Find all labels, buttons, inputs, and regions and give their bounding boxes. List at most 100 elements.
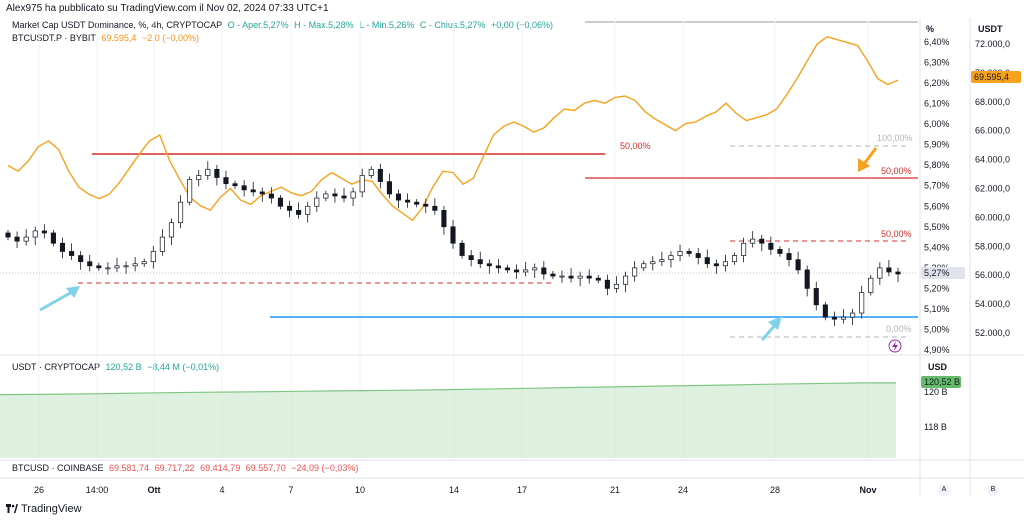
candle[interactable]	[268, 187, 274, 204]
candle[interactable]	[586, 269, 592, 284]
candle[interactable]	[668, 251, 674, 268]
time-axis[interactable]: 26 14:00 Ott 4 7 10 14 17 21 24 28 Nov	[34, 485, 877, 495]
candle[interactable]	[713, 259, 719, 274]
candle[interactable]	[650, 256, 656, 271]
candle[interactable]	[332, 188, 338, 203]
candle[interactable]	[559, 270, 565, 283]
candle[interactable]	[514, 264, 520, 279]
candle[interactable]	[5, 229, 11, 241]
candle[interactable]	[486, 259, 492, 274]
candle[interactable]	[341, 187, 347, 203]
candle[interactable]	[432, 198, 438, 215]
pct-axis[interactable]: 6,40% 6,30% 6,20% 6,10% 6,00% 5,90% 5,80% 5,70%…	[924, 37, 950, 355]
candle[interactable]	[468, 250, 474, 267]
usdt-area-line[interactable]	[0, 382, 896, 396]
candle[interactable]	[477, 251, 483, 269]
candle[interactable]	[495, 259, 501, 274]
candle[interactable]	[786, 247, 792, 267]
candle[interactable]	[632, 261, 638, 282]
candle[interactable]	[659, 251, 665, 267]
candle[interactable]	[23, 229, 29, 246]
candle[interactable]	[405, 193, 411, 208]
candle[interactable]	[831, 311, 837, 326]
candle[interactable]	[604, 274, 610, 296]
candle[interactable]	[750, 231, 756, 248]
candle[interactable]	[550, 270, 556, 280]
candle[interactable]	[504, 264, 511, 273]
candle[interactable]	[14, 231, 20, 248]
candle[interactable]	[178, 195, 184, 229]
candle[interactable]	[532, 263, 538, 278]
candle[interactable]	[196, 169, 202, 187]
candle[interactable]	[523, 261, 529, 277]
candle[interactable]	[414, 199, 420, 208]
candle[interactable]	[822, 301, 828, 321]
candle[interactable]	[223, 170, 229, 190]
candle[interactable]	[350, 187, 356, 207]
candle[interactable]	[359, 168, 365, 198]
candle[interactable]	[695, 247, 701, 265]
candle[interactable]	[777, 246, 783, 257]
candle[interactable]	[840, 309, 847, 324]
candle[interactable]	[795, 251, 801, 275]
candle[interactable]	[623, 271, 629, 293]
candle[interactable]	[132, 256, 138, 272]
candle[interactable]	[87, 254, 93, 272]
candle[interactable]	[722, 254, 728, 272]
candle[interactable]	[168, 218, 175, 246]
candle[interactable]	[159, 229, 165, 256]
candle[interactable]	[595, 275, 601, 284]
candle[interactable]	[423, 198, 429, 214]
candle[interactable]	[686, 248, 692, 257]
candle[interactable]	[78, 251, 84, 270]
candle[interactable]	[577, 271, 583, 287]
candle[interactable]	[141, 258, 147, 267]
candle[interactable]	[105, 262, 111, 275]
candle[interactable]	[895, 267, 901, 283]
candle[interactable]	[759, 234, 765, 252]
candle[interactable]	[187, 176, 193, 206]
candle[interactable]	[50, 229, 56, 247]
usdt-axis[interactable]: 72.000,070.000,068.000,066.000,064.000,0…	[975, 39, 1010, 338]
candle[interactable]	[368, 166, 374, 179]
candle[interactable]	[314, 191, 320, 212]
candle[interactable]	[568, 268, 574, 283]
candle[interactable]	[250, 181, 256, 197]
candle[interactable]	[804, 265, 810, 297]
arrow-orange-icon[interactable]	[858, 147, 878, 172]
candle[interactable]	[123, 261, 129, 274]
dominance-candles[interactable]	[5, 161, 901, 326]
arrow-left-icon[interactable]	[39, 286, 80, 312]
candle[interactable]	[741, 237, 747, 263]
candle[interactable]	[386, 173, 392, 199]
candle[interactable]	[232, 180, 238, 189]
candle[interactable]	[395, 189, 402, 209]
candle[interactable]	[323, 190, 329, 202]
candle[interactable]	[850, 308, 856, 326]
candle[interactable]	[731, 252, 738, 265]
candle[interactable]	[377, 163, 383, 189]
usd-axis[interactable]: 120 B 118 B	[924, 387, 948, 432]
candle[interactable]	[441, 206, 447, 235]
candle[interactable]	[459, 240, 465, 259]
candle[interactable]	[59, 237, 66, 259]
candle[interactable]	[259, 187, 265, 202]
candle[interactable]	[41, 224, 47, 239]
lightning-icon[interactable]	[888, 339, 902, 353]
candle[interactable]	[205, 161, 211, 180]
candle[interactable]	[96, 262, 102, 271]
candle[interactable]	[114, 257, 120, 273]
btcusdt-series-line[interactable]	[7, 36, 899, 222]
candle[interactable]	[241, 180, 247, 197]
candle[interactable]	[877, 262, 883, 285]
candle[interactable]	[886, 259, 892, 277]
candle[interactable]	[641, 260, 647, 271]
arrow-bottom-icon[interactable]	[760, 316, 782, 341]
candle[interactable]	[305, 201, 311, 223]
candle[interactable]	[704, 249, 710, 269]
candle[interactable]	[613, 276, 620, 293]
candle[interactable]	[868, 275, 874, 296]
candle[interactable]	[296, 202, 302, 219]
auto-scale-button[interactable]: A	[938, 484, 950, 496]
